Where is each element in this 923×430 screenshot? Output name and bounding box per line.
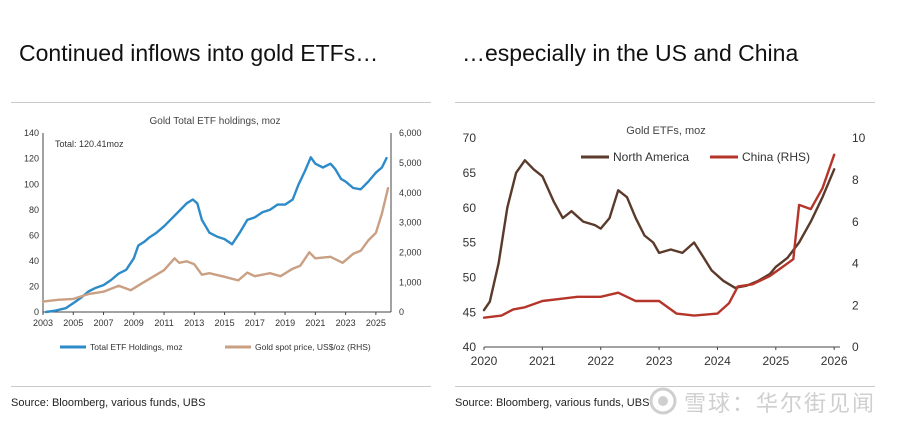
y-tick-label: 70 [463, 131, 477, 145]
y-tick-label: 45 [463, 305, 477, 319]
y2-tick-label: 2 [852, 298, 859, 312]
x-tick-label: 2015 [215, 318, 235, 328]
x-tick-label: 2025 [762, 354, 789, 368]
series-line-2 [482, 153, 836, 319]
y-tick-label: 40 [29, 256, 39, 266]
x-tick-label: 2025 [366, 318, 386, 328]
x-tick-label: 2022 [587, 354, 614, 368]
left-bottom-rule [11, 386, 431, 387]
chart-title: Gold ETFs, moz [626, 125, 705, 137]
x-tick-label: 2019 [275, 318, 295, 328]
y2-tick-label: 2,000 [399, 247, 422, 257]
right-panel: …especially in the US and China 40 45 50 55… [448, 0, 923, 430]
y-tick-label: 60 [463, 201, 477, 215]
y2-tick-label: 3,000 [399, 218, 422, 228]
y2-tick-label: 6 [852, 215, 859, 229]
legend-label: Gold spot price, US$/oz (RHS) [255, 342, 371, 352]
x-tick-label: 2011 [154, 318, 173, 328]
y-tick-label: 20 [29, 282, 39, 292]
x-tick-label: 2021 [305, 318, 325, 328]
legend-label: Total ETF Holdings, moz [90, 342, 183, 352]
y-tick-label: 65 [463, 166, 477, 180]
y-tick-label: 0 [34, 307, 39, 317]
legend-label: China (RHS) [742, 150, 810, 164]
y-tick-label: 100 [24, 179, 39, 189]
y2-tick-label: 0 [852, 340, 859, 354]
left-chart: 0 20 40 60 80 100 120 140 0 1,000 2,000 3,000 4,000 5… [24, 116, 422, 352]
x-tick-label: 2017 [245, 318, 265, 328]
x-tick-label: 2005 [63, 318, 83, 328]
x-tick-label: 2026 [821, 354, 848, 368]
left-headline: Continued inflows into gold ETFs… [19, 40, 379, 66]
y2-tick-label: 8 [852, 173, 859, 187]
y-tick-label: 50 [463, 271, 477, 285]
x-tick-label: 2003 [33, 318, 53, 328]
left-panel: Continued inflows into gold ETFs… 0 20 40 6… [0, 0, 445, 430]
y2-tick-label: 5,000 [399, 158, 422, 168]
x-tick-label: 2020 [471, 354, 498, 368]
x-tick-label: 2023 [646, 354, 673, 368]
y2-tick-label: 10 [852, 131, 866, 145]
y-tick-label: 120 [24, 154, 39, 164]
watermark-text: 雪球：华尔街见闻 [684, 391, 877, 416]
left-source: Source: Bloomberg, various funds, UBS [11, 397, 206, 409]
y-tick-label: 60 [29, 230, 39, 240]
y-tick-label: 140 [24, 128, 39, 138]
x-tick-label: 2024 [704, 354, 731, 368]
y2-tick-label: 6,000 [399, 128, 422, 138]
x-tick-label: 2021 [529, 354, 556, 368]
right-source: Source: Bloomberg, various funds, UBS [455, 397, 650, 409]
y-tick-label: 55 [463, 236, 477, 250]
y2-tick-label: 4,000 [399, 188, 422, 198]
y2-tick-label: 0 [399, 307, 404, 317]
right-chart: 40 45 50 55 60 65 70 0 2 4 6 8 10 2020 2021 2022 2023 202… [463, 125, 866, 368]
snowball-logo-icon [649, 387, 677, 415]
right-top-rule [455, 102, 875, 103]
x-tick-label: 2023 [336, 318, 356, 328]
chart-title: Gold Total ETF holdings, moz [150, 116, 281, 127]
x-tick-label: 2009 [124, 318, 144, 328]
left-top-rule [11, 102, 431, 103]
y2-tick-label: 4 [852, 257, 859, 271]
legend-label: North America [613, 150, 689, 164]
y2-tick-label: 1,000 [399, 277, 422, 287]
chart-annotation: Total: 120.41moz [55, 139, 124, 149]
x-tick-label: 2007 [94, 318, 114, 328]
y-tick-label: 80 [29, 205, 39, 215]
y-tick-label: 40 [463, 340, 477, 354]
series-line-1 [44, 156, 388, 314]
right-bottom-rule [455, 386, 875, 387]
x-tick-label: 2013 [184, 318, 204, 328]
right-headline: …especially in the US and China [462, 40, 799, 66]
series-line-2 [41, 186, 390, 303]
series-line-1 [482, 159, 836, 312]
